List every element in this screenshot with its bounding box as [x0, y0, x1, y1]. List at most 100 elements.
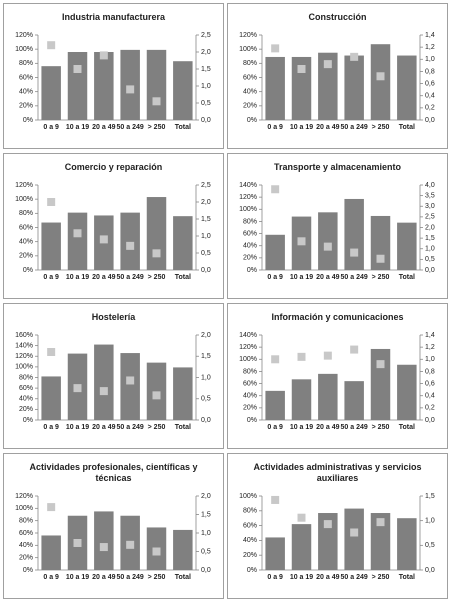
bar	[344, 55, 364, 120]
y-tick-label: 20%	[19, 406, 33, 413]
y-tick-label: 140%	[239, 182, 257, 189]
y-tick-label: 20%	[243, 103, 257, 110]
bar	[265, 537, 285, 570]
bar	[318, 52, 338, 121]
bar	[120, 212, 140, 270]
y-tick-label: 0%	[247, 267, 257, 274]
chart: 0% 20% 40% 60% 80% 100% 120% 140% 160% 0,0 0,5 1,0 1…	[15, 332, 211, 424]
chart-panel: 0% 20% 40% 60% 80% 100% 120% 0,0 0,5 1,0 1,5 2,0 2,5…	[3, 153, 224, 299]
chart-panel: 0% 20% 40% 60% 80% 100% 120% 0,0 0,5 1,0 1,5 2,0 2,5…	[3, 3, 224, 149]
y-tick-label: 80%	[243, 60, 257, 67]
y2-tick-label: 0,0	[201, 117, 211, 124]
x-tick-label: 50 a 249	[116, 424, 144, 431]
y-tick-label: 60%	[19, 530, 33, 537]
x-tick-label: 20 a 49	[92, 574, 116, 581]
x-tick-label: Total	[174, 274, 191, 281]
chart: 0% 20% 40% 60% 80% 100% 120% 0,0 0,5 1,0 1,5 2,0 2,5	[15, 32, 211, 124]
y-tick-label: 60%	[19, 385, 33, 392]
y-tick-label: 60%	[243, 522, 257, 529]
x-tick-label: Total	[174, 124, 191, 131]
bar	[67, 52, 88, 120]
bar	[173, 61, 193, 120]
y-tick-label: 120%	[239, 32, 257, 39]
x-tick-label: 10 a 19	[65, 424, 90, 431]
bar	[120, 49, 140, 120]
chart-panel: 0% 20% 40% 60% 80% 100% 120% 0,0 0,2 0,4 0,6 0,8 1,0…	[227, 3, 448, 149]
bar	[67, 212, 88, 270]
y-tick-label: 0%	[247, 567, 257, 574]
x-tick-label: 0 a 9	[43, 124, 59, 131]
square-marker	[297, 513, 306, 522]
chart: 0% 20% 40% 60% 80% 100% 120% 0,0 0,5 1,0 1,5 2,0 2,5	[15, 182, 211, 274]
square-marker	[271, 185, 280, 194]
bar	[41, 535, 61, 570]
x-tick-label: 0 a 9	[267, 124, 283, 131]
y2-tick-label: 1,0	[425, 518, 435, 525]
bar	[344, 508, 364, 570]
x-tick-label: 10 a 19	[289, 574, 314, 581]
square-marker	[73, 65, 82, 73]
x-tick-label: 20 a 49	[92, 424, 116, 431]
bar	[291, 524, 312, 570]
square-marker	[323, 60, 332, 69]
y-tick-label: 80%	[243, 508, 257, 515]
bar	[146, 197, 167, 270]
square-marker	[323, 520, 332, 529]
y-tick-label: 40%	[243, 243, 257, 250]
y2-tick-label: 2,0	[201, 493, 211, 500]
square-marker	[350, 528, 359, 537]
y-tick-label: 120%	[15, 353, 33, 360]
x-tick-label: 20 a 49	[316, 574, 340, 581]
y2-tick-label: 0,5	[201, 396, 211, 403]
y-tick-label: 120%	[15, 32, 33, 39]
y2-tick-label: 3,5	[425, 192, 435, 199]
y2-tick-label: 0,6	[425, 380, 435, 387]
chart-title: Hostelería	[91, 312, 136, 322]
x-tick-label: 0 a 9	[267, 424, 283, 431]
x-tick-label: Total	[398, 424, 415, 431]
chart-panel: 0% 20% 40% 60% 80% 100% 120% 0,0 0,5 1,0 1,5 2,0 Act…	[3, 453, 224, 599]
bar	[265, 234, 285, 270]
chart-title: Construcción	[308, 12, 367, 22]
y-tick-label: 100%	[239, 206, 257, 213]
bar	[94, 344, 114, 420]
square-marker	[126, 85, 135, 94]
y2-tick-label: 0,0	[201, 567, 211, 574]
bar	[41, 376, 61, 420]
y-tick-label: 100%	[15, 505, 33, 512]
x-tick-label: > 250	[371, 424, 390, 431]
chart: 0% 20% 40% 60% 80% 100% 120% 140% 0,0 0,2 0,4 0,6 0,…	[239, 332, 435, 424]
square-marker	[376, 254, 385, 263]
y2-tick-label: 0,2	[425, 405, 435, 412]
y2-tick-label: 0,5	[201, 100, 211, 107]
bar	[94, 52, 114, 120]
chart: 0% 20% 40% 60% 80% 100% 120% 0,0 0,2 0,4 0,6 0,8 1,0…	[239, 32, 435, 124]
square-marker	[99, 387, 108, 396]
bar	[397, 518, 417, 570]
y2-tick-label: 0,0	[425, 567, 435, 574]
x-tick-label: Total	[398, 124, 415, 131]
y2-tick-label: 1,5	[201, 353, 211, 360]
x-tick-label: 20 a 49	[92, 274, 116, 281]
bar	[370, 513, 391, 570]
bar	[370, 348, 391, 420]
bar	[397, 364, 417, 420]
y2-tick-label: 0,6	[425, 80, 435, 87]
square-marker	[297, 65, 306, 73]
x-tick-label: 20 a 49	[316, 274, 340, 281]
y2-tick-label: 0,0	[201, 267, 211, 274]
bar	[41, 66, 61, 120]
square-marker	[47, 41, 56, 50]
chart-title: Industria manufacturera	[61, 12, 166, 22]
chart-panel: 0% 20% 40% 60% 80% 100% 120% 140% 0,0 0,2 0,4 0,6 0,…	[227, 303, 448, 449]
y-tick-label: 20%	[19, 555, 33, 562]
chart-title: Transporte y almacenamiento	[273, 162, 402, 172]
y2-tick-label: 1,5	[201, 216, 211, 223]
square-marker	[323, 351, 332, 360]
bar	[120, 353, 140, 420]
y2-tick-label: 2,0	[201, 49, 211, 56]
x-tick-label: 50 a 249	[116, 124, 144, 131]
chart-title: Actividades administrativas y servicios …	[253, 462, 422, 483]
y-tick-label: 60%	[19, 224, 33, 231]
